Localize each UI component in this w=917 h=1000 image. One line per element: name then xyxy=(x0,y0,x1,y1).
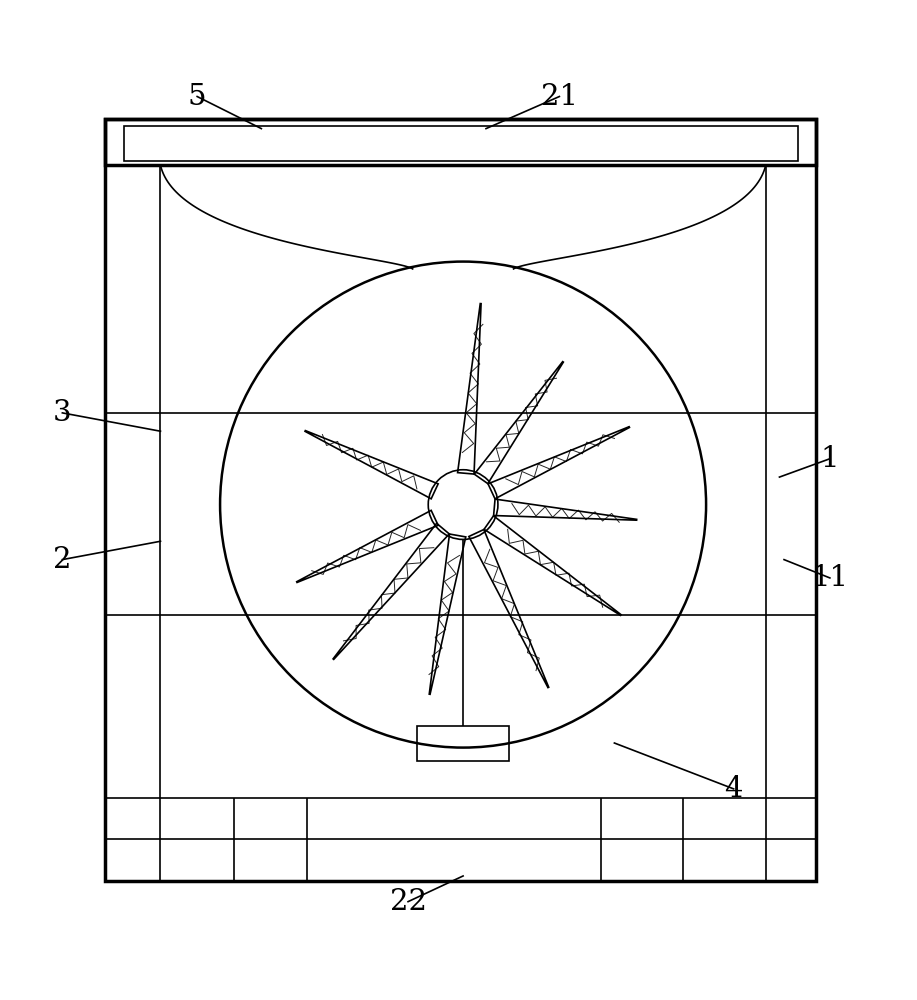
Text: 2: 2 xyxy=(53,546,72,574)
Text: 22: 22 xyxy=(390,888,426,916)
Bar xyxy=(417,726,509,761)
Bar xyxy=(105,119,816,881)
Text: 4: 4 xyxy=(724,775,743,803)
Text: 21: 21 xyxy=(541,83,578,111)
Text: 11: 11 xyxy=(812,564,848,592)
Text: 3: 3 xyxy=(53,399,72,427)
Text: 5: 5 xyxy=(188,83,206,111)
Bar xyxy=(105,119,816,165)
Bar xyxy=(124,126,798,161)
Text: 1: 1 xyxy=(821,445,839,473)
